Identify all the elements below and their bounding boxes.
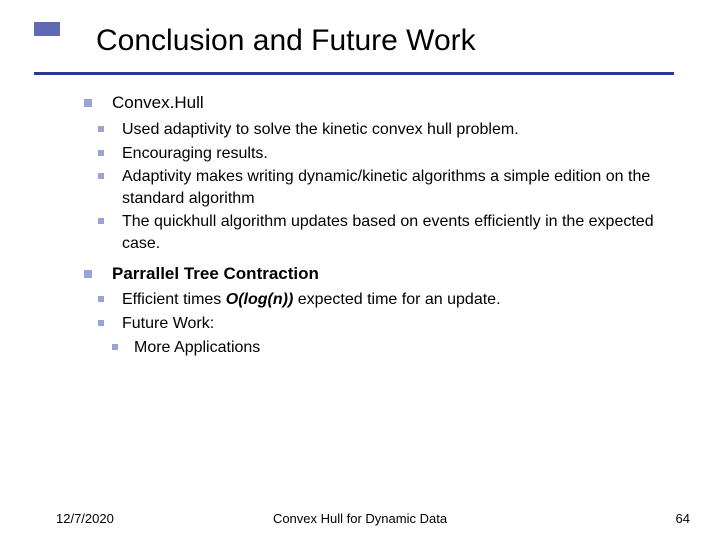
title-accent-box (34, 22, 60, 36)
square-bullet-icon (112, 344, 118, 350)
square-bullet-icon (98, 218, 104, 224)
list-item-text: Future Work: (122, 315, 214, 332)
section-heading-text: Parrallel Tree Contraction (112, 264, 319, 283)
section-heading: Convex.Hull (84, 92, 674, 115)
footer-page-number: 64 (676, 511, 690, 526)
list-item: Encouraging results. (84, 143, 674, 165)
list-item-text-pre: Efficient times (122, 291, 226, 308)
list-item-text: More Applications (134, 339, 260, 356)
slide: Conclusion and Future Work Convex.Hull U… (0, 0, 720, 540)
title-underline (34, 72, 674, 75)
square-bullet-icon (98, 320, 104, 326)
list-item-text: The quickhull algorithm updates based on… (122, 213, 654, 252)
slide-title: Conclusion and Future Work (96, 24, 476, 58)
section-heading: Parrallel Tree Contraction (84, 263, 674, 286)
list-item: Efficient times O(log(n)) expected time … (84, 289, 674, 311)
list-item-text-post: expected time for an update. (298, 291, 501, 308)
list-item: Used adaptivity to solve the kinetic con… (84, 119, 674, 141)
square-bullet-icon (98, 296, 104, 302)
list-item: More Applications (84, 337, 674, 359)
list-item-text: Adaptivity makes writing dynamic/kinetic… (122, 168, 650, 207)
list-item-text: Encouraging results. (122, 145, 268, 162)
square-bullet-icon (98, 150, 104, 156)
square-bullet-icon (98, 173, 104, 179)
list-item-text: Used adaptivity to solve the kinetic con… (122, 121, 519, 138)
square-bullet-icon (84, 270, 92, 278)
list-item: The quickhull algorithm updates based on… (84, 211, 674, 254)
slide-body: Convex.Hull Used adaptivity to solve the… (84, 92, 674, 358)
square-bullet-icon (98, 126, 104, 132)
section-heading-text: Convex.Hull (112, 93, 204, 112)
list-item: Adaptivity makes writing dynamic/kinetic… (84, 166, 674, 209)
square-bullet-icon (84, 99, 92, 107)
list-item-text-emph: O(log(n)) (226, 291, 298, 308)
footer-title: Convex Hull for Dynamic Data (0, 511, 720, 526)
title-area: Conclusion and Future Work (34, 22, 654, 82)
list-item: Future Work: (84, 313, 674, 335)
